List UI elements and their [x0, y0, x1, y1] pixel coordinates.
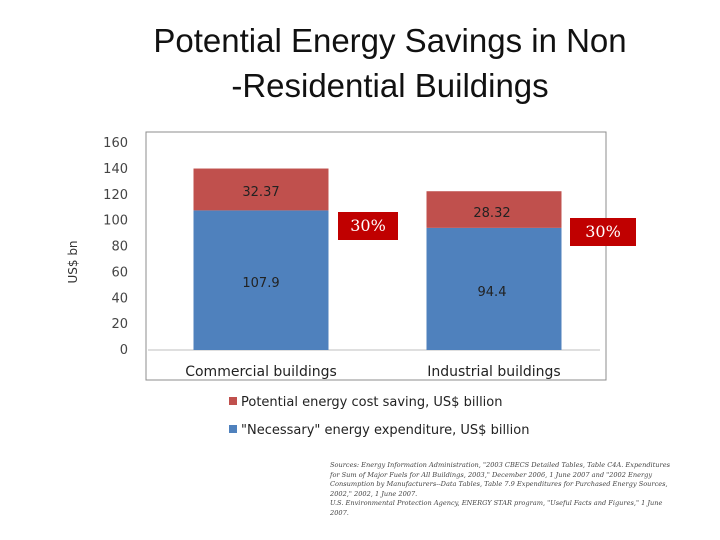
bar-necessary-industrial	[426, 227, 562, 350]
source-line: for Sum of Major Fuels for All Buildings…	[330, 470, 653, 479]
chart-title: Potential Energy Savings in Non -Residen…	[60, 18, 720, 108]
x-category-label: Industrial buildings	[427, 364, 560, 380]
source-line: U.S. Environmental Protection Agency, EN…	[330, 499, 663, 508]
y-tick-label: 40	[111, 291, 128, 306]
title-line-2: -Residential Buildings	[231, 67, 549, 104]
y-tick-label: 60	[111, 265, 128, 280]
x-category-label: Commercial buildings	[185, 364, 337, 380]
data-label: 94.4	[478, 285, 507, 300]
source-line: Consumption by Manufacturers--Data Table…	[330, 480, 668, 489]
y-tick-label: 120	[103, 188, 128, 203]
y-axis-label: US$ bn	[66, 240, 80, 283]
y-tick-label: 0	[120, 343, 128, 358]
y-tick-label: 20	[111, 317, 128, 332]
savings-percent-callout	[338, 212, 398, 240]
data-label: 28.32	[473, 206, 510, 221]
source-line: 2007.	[330, 508, 349, 517]
plot-frame	[145, 131, 607, 381]
title-line-1: Potential Energy Savings in Non	[153, 22, 627, 59]
bar-saving-industrial	[426, 191, 562, 228]
source-line: 2002," 2002, 1 June 2007.	[330, 489, 418, 498]
y-tick-label: 160	[103, 136, 128, 151]
legend-label-saving: Potential energy cost saving, US$ billio…	[241, 395, 502, 410]
y-tick-label: 80	[111, 240, 128, 255]
source-note: Sources: Energy Information Administrati…	[330, 461, 705, 519]
bar-saving-commercial	[193, 168, 329, 211]
y-tick-label: 100	[103, 214, 128, 229]
savings-percent-callout	[570, 218, 636, 246]
legend-swatch-saving	[229, 397, 237, 405]
legend-swatch-necessary	[229, 425, 237, 433]
savings-percent-label: 30%	[585, 222, 621, 241]
source-line: Sources: Energy Information Administrati…	[330, 461, 670, 469]
savings-percent-label: 30%	[350, 216, 386, 235]
data-label: 32.37	[242, 185, 279, 200]
legend-label-necessary: "Necessary" energy expenditure, US$ bill…	[241, 423, 529, 438]
bar-necessary-commercial	[193, 210, 329, 350]
data-label: 107.9	[242, 276, 279, 291]
y-tick-label: 140	[103, 162, 128, 177]
